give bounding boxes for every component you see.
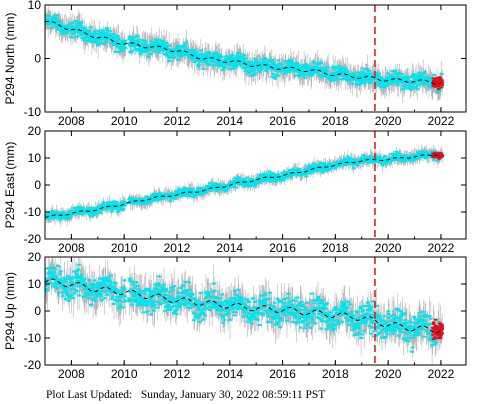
y-tick-label: 10 xyxy=(28,151,42,165)
y-tick-label: 20 xyxy=(28,124,42,138)
x-tick-label: 2008 xyxy=(58,114,85,128)
x-tick-label: 2014 xyxy=(216,114,243,128)
panel-1-plot-area xyxy=(45,144,445,228)
panel-0-plot-area xyxy=(45,5,445,103)
plot-updated-footer: Plot Last Updated: Sunday, January 30, 2… xyxy=(46,389,326,401)
y-tick-label: 0 xyxy=(34,304,41,318)
y-tick-label: 10 xyxy=(28,0,42,12)
y-tick-label: 0 xyxy=(34,178,41,192)
x-tick-label: 2018 xyxy=(322,367,349,381)
panel-0-trend-line xyxy=(45,20,442,85)
x-tick-label: 2020 xyxy=(375,114,402,128)
y-tick-label: -10 xyxy=(24,205,42,219)
x-tick-label: 2016 xyxy=(269,241,296,255)
y-tick-label: -20 xyxy=(24,232,42,246)
panel-2-recent-points xyxy=(431,318,445,341)
x-tick-label: 2010 xyxy=(111,367,138,381)
x-tick-label: 2008 xyxy=(58,367,85,381)
x-tick-label: 2010 xyxy=(111,241,138,255)
x-tick-label: 2022 xyxy=(428,241,455,255)
x-tick-label: 2016 xyxy=(269,114,296,128)
panel-2-daily-points xyxy=(45,263,445,353)
y-tick-label: 10 xyxy=(28,277,42,291)
panel-1-y-axis-label: P294 East (mm) xyxy=(3,142,17,229)
y-tick-label: -10 xyxy=(24,331,42,345)
x-tick-label: 2018 xyxy=(322,114,349,128)
x-tick-label: 2012 xyxy=(164,241,191,255)
x-tick-label: 2022 xyxy=(428,114,455,128)
x-tick-label: 2012 xyxy=(164,367,191,381)
x-tick-label: 2018 xyxy=(322,241,349,255)
y-tick-label: 0 xyxy=(34,52,41,66)
panel-2-plot-area xyxy=(45,257,445,364)
panel-0-daily-points xyxy=(45,14,445,94)
x-tick-label: 2012 xyxy=(164,114,191,128)
x-tick-label: 2022 xyxy=(428,367,455,381)
y-tick-label: -20 xyxy=(24,358,42,372)
y-tick-label: 20 xyxy=(28,250,42,264)
x-tick-label: 2014 xyxy=(216,367,243,381)
panel-1-recent-points xyxy=(431,151,445,160)
x-tick-label: 2010 xyxy=(111,114,138,128)
x-tick-label: 2020 xyxy=(375,241,402,255)
panel-0-y-axis-label: P294 North (mm) xyxy=(3,12,17,104)
x-tick-label: 2014 xyxy=(216,241,243,255)
y-tick-label: -10 xyxy=(24,105,42,119)
x-tick-label: 2020 xyxy=(375,367,402,381)
panel-2-y-axis-label: P294 Up (mm) xyxy=(3,272,17,350)
x-tick-label: 2008 xyxy=(58,241,85,255)
x-tick-label: 2016 xyxy=(269,367,296,381)
